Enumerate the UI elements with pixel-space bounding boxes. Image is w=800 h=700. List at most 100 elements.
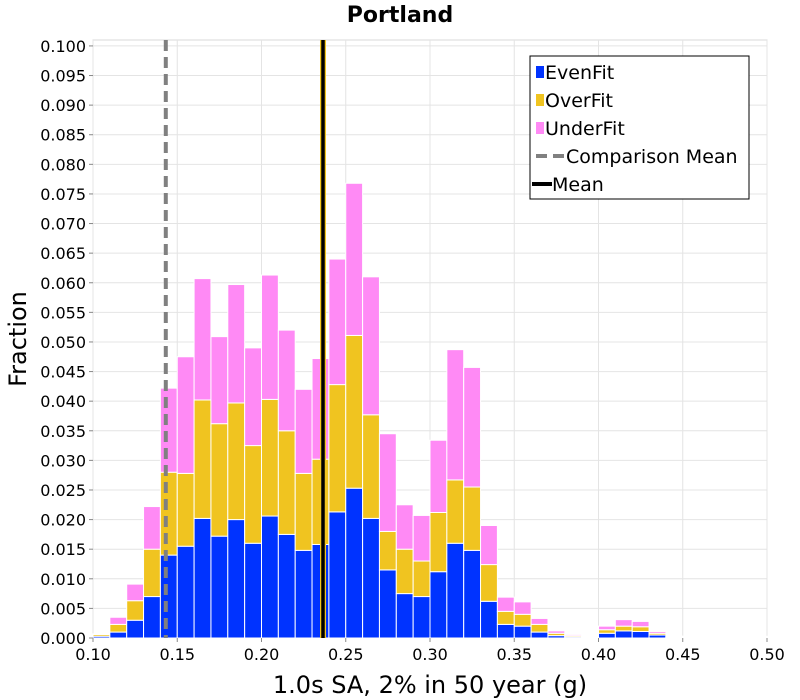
y-tick-label: 0.005 [40, 599, 86, 618]
legend-label-mean: Mean [552, 174, 604, 196]
bars [92, 182, 768, 639]
bar-overfit [463, 486, 482, 551]
bar-underfit [193, 278, 212, 401]
bar-evenfit [328, 511, 347, 639]
bar-evenfit [109, 631, 128, 639]
bar-underfit [227, 284, 246, 404]
bar-underfit [328, 258, 347, 386]
x-tick-label: 0.40 [581, 645, 617, 664]
y-tick-label: 0.040 [40, 392, 86, 411]
bar-evenfit [210, 535, 229, 639]
bar-overfit [446, 479, 465, 544]
bar-evenfit [598, 632, 616, 639]
bar-underfit [513, 601, 532, 615]
bar-underfit [699, 635, 717, 638]
bar-evenfit [463, 549, 482, 639]
bar-evenfit [513, 625, 532, 639]
bar-underfit [210, 336, 229, 425]
legend-box [529, 55, 750, 200]
bar-evenfit [480, 600, 498, 639]
bar-overfit [159, 471, 178, 556]
y-tick-label: 0.060 [40, 274, 86, 293]
x-tick-label: 0.35 [496, 645, 532, 664]
bar-underfit [362, 276, 380, 416]
bar-underfit [480, 525, 498, 566]
bar-underfit [648, 630, 667, 634]
bar-overfit [244, 445, 262, 544]
bar-overfit [614, 625, 633, 632]
bar-evenfit [362, 517, 380, 639]
legend-swatch-underfit [536, 122, 544, 134]
bar-overfit [631, 626, 650, 632]
bar-underfit [429, 439, 448, 513]
bar-underfit [277, 329, 296, 432]
bar-overfit [126, 600, 145, 621]
y-tick-label: 0.065 [40, 244, 86, 263]
bar-evenfit [244, 542, 262, 639]
y-tick-label: 0.100 [40, 37, 86, 56]
bar-overfit [109, 623, 128, 633]
bar-underfit [109, 616, 128, 625]
x-tick-label: 0.15 [159, 645, 195, 664]
bar-underfit [244, 347, 262, 447]
bar-overfit [378, 530, 397, 571]
y-tick-label: 0.080 [40, 155, 86, 174]
bar-evenfit [261, 515, 279, 639]
bar-underfit [715, 635, 734, 638]
bar-underfit [345, 182, 364, 336]
y-tick-label: 0.085 [40, 126, 86, 145]
bar-overfit [143, 548, 161, 598]
bar-underfit [395, 504, 414, 550]
bar-evenfit [446, 542, 465, 639]
chart-title: Portland [347, 3, 453, 28]
y-axis-title: Fraction [4, 291, 32, 387]
bar-underfit [143, 506, 161, 550]
bar-evenfit [294, 549, 313, 639]
y-tick-label: 0.035 [40, 422, 86, 441]
bar-overfit [261, 398, 279, 517]
bar-overfit [210, 423, 229, 537]
legend-label-overfit: OverFit [545, 90, 613, 112]
bar-underfit [530, 617, 549, 625]
legend-label-underfit: UnderFit [545, 118, 625, 140]
bar-underfit [581, 635, 600, 638]
bar-evenfit [631, 630, 650, 639]
bar-underfit [446, 349, 465, 481]
bar-underfit [682, 635, 701, 638]
legend-swatch-overfit [536, 94, 544, 106]
bar-underfit [126, 583, 145, 602]
y-tick-label: 0.050 [40, 333, 86, 352]
bar-overfit [176, 472, 195, 547]
bar-evenfit [496, 623, 515, 639]
bar-evenfit [345, 487, 364, 639]
bar-evenfit [193, 517, 212, 639]
x-tick-label: 0.20 [244, 645, 280, 664]
bar-overfit [429, 511, 448, 573]
bar-overfit [395, 548, 414, 595]
y-tick-label: 0.020 [40, 511, 86, 530]
bar-underfit [665, 635, 684, 638]
bar-overfit [294, 472, 313, 551]
bar-evenfit [126, 619, 145, 639]
bar-underfit [261, 274, 279, 400]
bar-underfit [92, 633, 111, 635]
bar-evenfit [143, 596, 161, 639]
bar-evenfit [530, 631, 549, 639]
bar-evenfit [429, 571, 448, 639]
bar-overfit [598, 629, 616, 634]
bar-evenfit [227, 519, 246, 639]
bar-evenfit [614, 630, 633, 639]
bar-overfit [513, 613, 532, 627]
y-tick-label: 0.030 [40, 451, 86, 470]
bar-overfit [362, 414, 380, 519]
bar-overfit [227, 402, 246, 521]
bar-evenfit [159, 554, 178, 639]
bar-underfit [176, 356, 195, 474]
bar-evenfit [277, 533, 296, 639]
reference-lines [163, 40, 327, 638]
x-tick-label: 0.50 [749, 645, 785, 664]
legend-label-evenfit: EvenFit [545, 62, 614, 84]
y-tick-label: 0.075 [40, 185, 86, 204]
x-tick-label: 0.45 [665, 645, 701, 664]
